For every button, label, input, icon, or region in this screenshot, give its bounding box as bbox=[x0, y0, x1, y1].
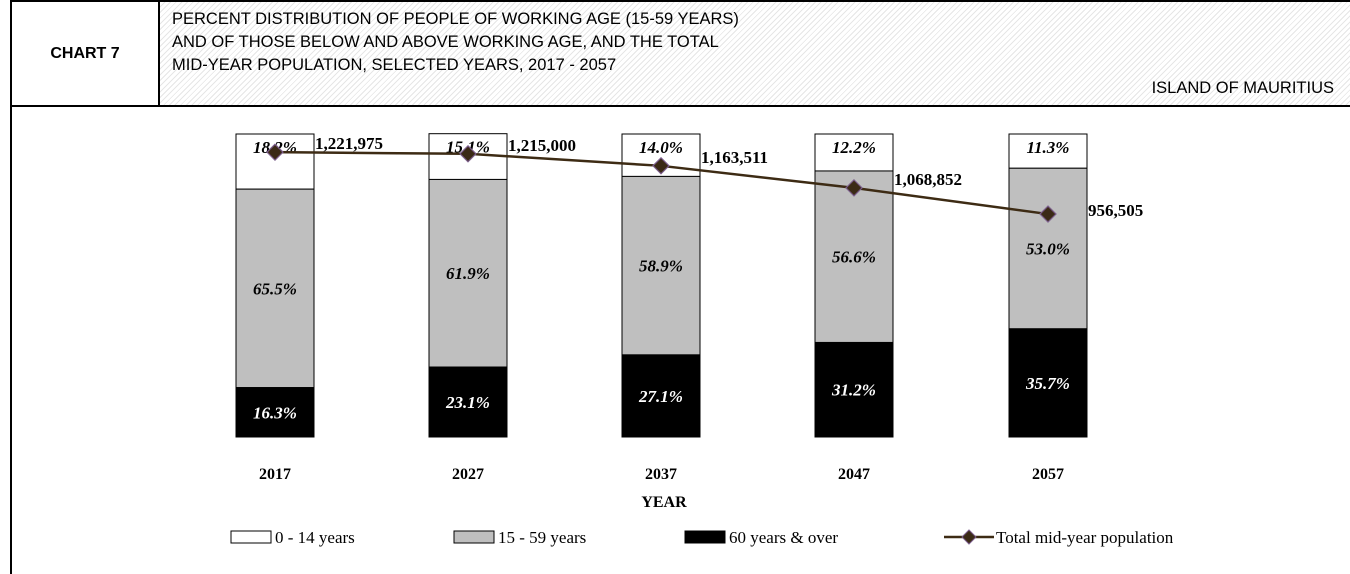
legend-swatch-0-14 bbox=[230, 530, 272, 544]
chart-title-line-2: AND OF THOSE BELOW AND ABOVE WORKING AGE… bbox=[172, 33, 719, 51]
x-tick-label: 2037 bbox=[645, 466, 677, 483]
population-label: 1,215,000 bbox=[508, 136, 576, 155]
legend-swatch-60-over bbox=[684, 530, 726, 544]
population-marker bbox=[845, 179, 863, 197]
legend-label-15-59: 15 - 59 years bbox=[498, 528, 586, 547]
region-label: ISLAND OF MAURITIUS bbox=[1151, 79, 1334, 97]
x-tick-label: 2017 bbox=[259, 466, 291, 483]
bar-segment-0-14 bbox=[235, 133, 315, 190]
chart-header: CHART 7 PERCENT DISTRIBUTION OF PEOPLE O… bbox=[10, 0, 1350, 107]
data-label-60-over: 23.1% bbox=[445, 393, 490, 412]
data-label-15-59: 53.0% bbox=[1026, 240, 1070, 259]
chart-frame bbox=[10, 0, 1350, 574]
legend-label-0-14: 0 - 14 years bbox=[275, 528, 355, 547]
bar-segment-15-59 bbox=[814, 170, 894, 343]
bar-segment-60-over bbox=[428, 366, 508, 438]
x-tick-label: 2047 bbox=[838, 466, 870, 483]
bar-segment-0-14 bbox=[1008, 133, 1088, 169]
population-label: 1,068,852 bbox=[894, 170, 962, 189]
bar-segment-60-over bbox=[814, 341, 894, 438]
chart-title-line-3: MID-YEAR POPULATION, SELECTED YEARS, 201… bbox=[172, 56, 617, 74]
bar-segment-60-over bbox=[1008, 328, 1088, 438]
data-label-0-14: 12.2% bbox=[832, 138, 876, 157]
legend-label-population: Total mid-year population bbox=[996, 528, 1174, 547]
bar-segment-15-59 bbox=[235, 188, 315, 389]
chart-number: CHART 7 bbox=[12, 2, 160, 105]
data-label-60-over: 35.7% bbox=[1025, 374, 1070, 393]
data-label-15-59: 65.5% bbox=[253, 279, 297, 298]
x-axis-title: YEAR bbox=[641, 494, 687, 511]
population-marker bbox=[459, 144, 477, 163]
data-label-15-59: 56.6% bbox=[832, 248, 876, 267]
bar-segment-60-over bbox=[621, 354, 701, 438]
data-label-60-over: 16.3% bbox=[253, 403, 297, 422]
data-label-60-over: 31.2% bbox=[831, 381, 876, 400]
data-label-15-59: 58.9% bbox=[639, 257, 683, 276]
legend-swatch-15-59 bbox=[453, 530, 495, 544]
population-label: 1,221,975 bbox=[315, 134, 383, 153]
chart-title-line-1: PERCENT DISTRIBUTION OF PEOPLE OF WORKIN… bbox=[172, 10, 739, 28]
data-label-60-over: 27.1% bbox=[638, 387, 683, 406]
legend-swatch-population-marker bbox=[961, 529, 977, 545]
bar-segment-60-over bbox=[235, 387, 315, 438]
data-label-15-59: 61.9% bbox=[446, 264, 490, 283]
data-label-0-14: 11.3% bbox=[1027, 138, 1070, 157]
x-tick-label: 2057 bbox=[1032, 466, 1064, 483]
chart-title-box: PERCENT DISTRIBUTION OF PEOPLE OF WORKIN… bbox=[160, 2, 1350, 105]
population-marker bbox=[652, 156, 670, 175]
data-label-0-14: 14.0% bbox=[639, 138, 683, 157]
population-marker bbox=[266, 143, 284, 162]
bar-segment-15-59 bbox=[428, 178, 508, 368]
x-tick-label: 2027 bbox=[452, 466, 484, 483]
bar-segment-0-14 bbox=[814, 133, 894, 172]
legend-label-60-over: 60 years & over bbox=[729, 528, 838, 547]
bar-segment-15-59 bbox=[1008, 167, 1088, 330]
population-label: 1,163,511 bbox=[701, 148, 768, 167]
population-marker bbox=[1039, 205, 1057, 223]
population-label: 956,505 bbox=[1088, 201, 1143, 220]
